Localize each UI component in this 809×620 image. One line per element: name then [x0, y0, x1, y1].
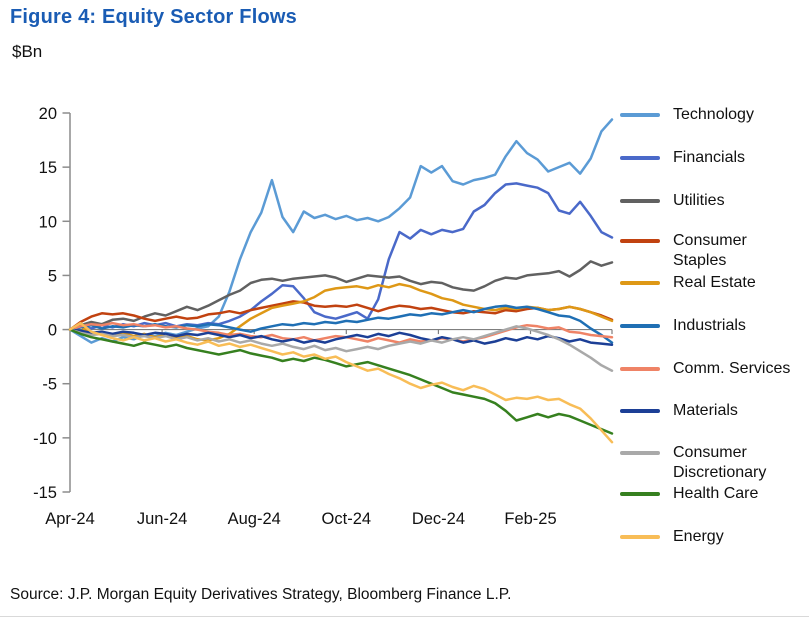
y-tick-label: 15: [39, 159, 57, 177]
x-tick-label: Apr-24: [45, 510, 95, 528]
legend-label-consumer-discretionary: Consumer Discretionary: [673, 444, 767, 481]
chart-legend: Technology Financials Utilities Consumer St…: [620, 0, 808, 560]
bottom-divider: [0, 616, 809, 617]
x-tick-label: Oct-24: [322, 510, 372, 528]
series-line-consumer-discretionary: [68, 325, 614, 372]
y-tick-label: 10: [39, 213, 57, 231]
legend-item-financials: Financials: [620, 148, 803, 168]
y-tick-label: -15: [33, 484, 57, 502]
legend-label-energy: Energy: [673, 528, 724, 545]
legend-label-materials: Materials: [673, 402, 738, 419]
legend-item-industrials: Industrials: [620, 316, 803, 336]
legend-item-technology: Technology: [620, 105, 803, 125]
legend-swatch-industrials: [620, 324, 660, 328]
x-tick-label: Aug-24: [228, 510, 281, 528]
legend-swatch-utilities: [620, 199, 660, 203]
legend-label-financials: Financials: [673, 149, 746, 166]
source-text: Source: J.P. Morgan Equity Derivatives S…: [10, 586, 512, 603]
legend-label-consumer-staples: Consumer Staples: [673, 232, 747, 269]
sector-flows-chart: 20 15 10 5 0 -5 -10 -15 Apr-24 Jun-24 Aug-24 Oct-24…: [33, 105, 614, 528]
legend-item-real-estate: Real Estate: [620, 273, 803, 293]
legend-label-real-estate: Real Estate: [673, 274, 756, 291]
units-label: $Bn: [12, 42, 43, 61]
legend-swatch-technology: [620, 113, 660, 117]
series-line-health-care: [68, 328, 614, 435]
legend-swatch-comm-services: [620, 367, 660, 371]
y-tick-label: 5: [48, 267, 57, 285]
legend-label-technology: Technology: [673, 106, 754, 123]
legend-swatch-consumer-discretionary: [620, 451, 660, 455]
series-line-energy: [68, 321, 614, 444]
x-tick-label: Jun-24: [137, 510, 187, 528]
y-tick-label: -10: [33, 430, 57, 448]
legend-swatch-health-care: [620, 492, 660, 496]
legend-item-utilities: Utilities: [620, 191, 803, 211]
y-tick-label: 20: [39, 105, 57, 123]
legend-swatch-financials: [620, 156, 660, 160]
legend-label-industrials: Industrials: [673, 317, 746, 334]
figure-title: Figure 4: Equity Sector Flows: [10, 6, 297, 28]
legend-swatch-real-estate: [620, 281, 660, 285]
x-tick-label: Dec-24: [412, 510, 465, 528]
legend-swatch-consumer-staples: [620, 239, 660, 243]
legend-item-consumer-discretionary: Consumer Discretionary: [620, 443, 803, 483]
x-tick-label: Feb-25: [504, 510, 556, 528]
legend-swatch-materials: [620, 409, 660, 413]
legend-item-health-care: Health Care: [620, 484, 803, 504]
legend-item-comm-services: Comm. Services: [620, 359, 803, 379]
legend-label-utilities: Utilities: [673, 192, 725, 209]
legend-item-energy: Energy: [620, 527, 803, 547]
y-tick-label: -5: [42, 376, 57, 394]
legend-item-materials: Materials: [620, 401, 803, 421]
y-tick-label: 0: [48, 322, 57, 340]
legend-label-comm-services: Comm. Services: [673, 360, 791, 377]
series-line-utilities: [68, 260, 614, 331]
series-line-consumer-staples: [68, 300, 614, 331]
series-line-materials: [68, 328, 614, 346]
legend-swatch-energy: [620, 535, 660, 539]
legend-item-consumer-staples: Consumer Staples: [620, 231, 803, 271]
legend-label-health-care: Health Care: [673, 485, 759, 502]
